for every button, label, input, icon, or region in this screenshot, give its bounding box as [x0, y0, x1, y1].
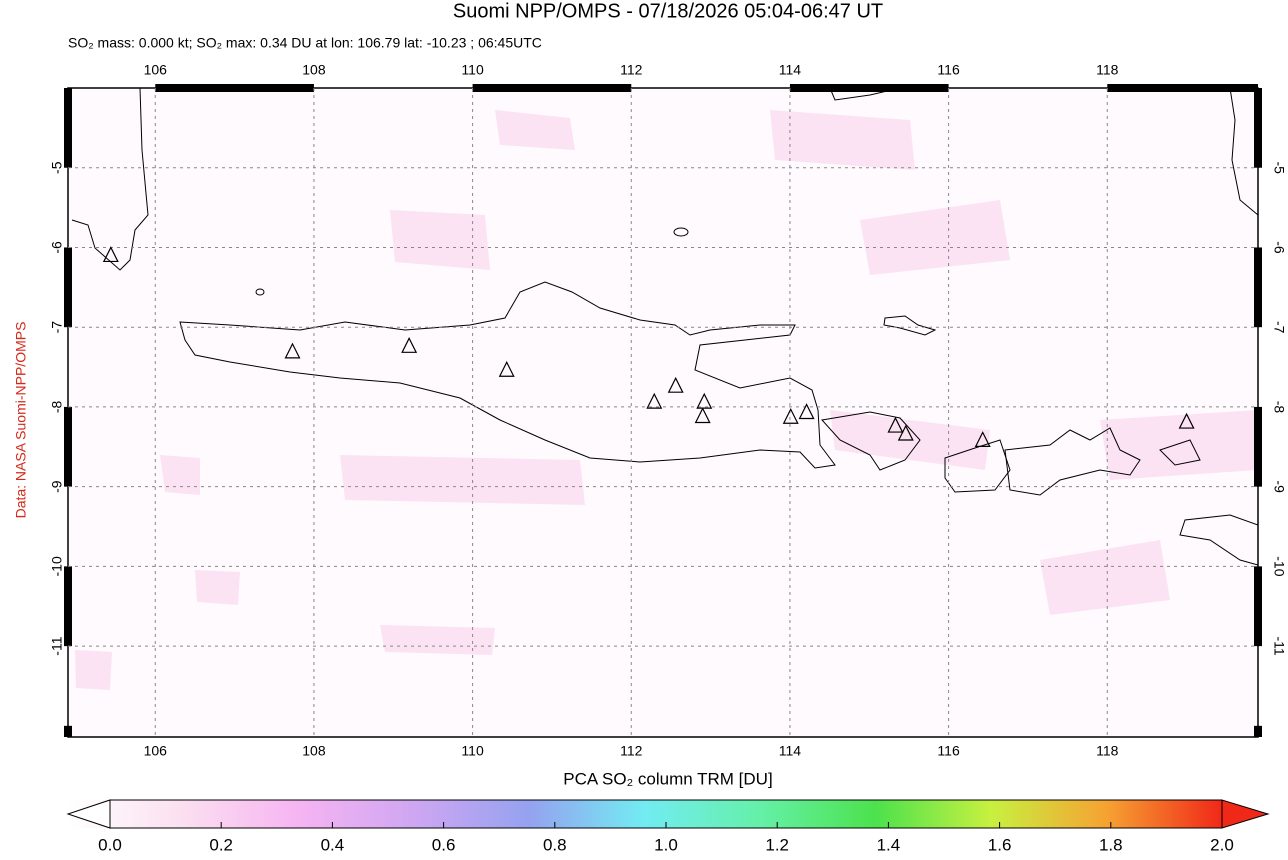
y-tick-label: -6 — [1271, 241, 1287, 254]
x-tick-label: 114 — [779, 743, 802, 759]
x-tick-label: 108 — [302, 743, 326, 759]
y-tick-label: -11 — [49, 636, 65, 655]
frame-band — [155, 84, 314, 92]
colorbar-tick-label: 1.8 — [1099, 835, 1123, 854]
volcano-marker — [667, 376, 684, 393]
x-tick-label: 112 — [620, 62, 643, 78]
y-tick-label: -11 — [1271, 637, 1287, 656]
frame-band — [472, 84, 632, 92]
frame-band — [1254, 725, 1262, 737]
volcano-marker — [696, 392, 713, 409]
colorbar-tick-label: 1.6 — [988, 835, 1012, 854]
x-tick-label: 106 — [144, 62, 168, 78]
y-tick-label: -5 — [1271, 162, 1287, 175]
x-tick-label: 116 — [937, 62, 960, 78]
x-tick-label: 110 — [461, 62, 484, 78]
y-tick-label: -5 — [49, 161, 65, 174]
frame-band — [64, 247, 72, 328]
volcano-marker — [284, 342, 301, 359]
x-tick-label: 106 — [144, 743, 168, 759]
frame-band — [789, 84, 949, 92]
volcano-marker — [401, 336, 418, 353]
volcano-marker — [887, 416, 904, 433]
frame-band — [1107, 84, 1258, 92]
colorbar-tick-label: 0.6 — [432, 835, 456, 854]
volcano-marker — [498, 360, 515, 377]
colorbar-tick-label: 1.4 — [877, 835, 901, 854]
volcano-marker — [646, 392, 663, 409]
coastlines — [71, 88, 1258, 566]
y-tick-label: -8 — [1271, 401, 1287, 414]
frame-band — [1254, 88, 1262, 168]
y-tick-label: -9 — [1271, 480, 1287, 493]
y-tick-label: -6 — [49, 241, 65, 254]
y-tick-label: -7 — [49, 321, 65, 334]
colorbar-tick-label: 0.8 — [543, 835, 567, 854]
x-tick-label: 110 — [461, 743, 484, 759]
volcano-marker — [897, 424, 914, 441]
frame-band — [64, 406, 72, 487]
colorbar-tick-label: 2.0 — [1210, 835, 1234, 854]
y-tick-label: -8 — [49, 400, 65, 413]
frame-band — [64, 566, 72, 647]
subtitle: SO₂ mass: 0.000 kt; SO₂ max: 0.34 DU at … — [68, 35, 542, 51]
colorbar-tick-label: 1.0 — [654, 835, 678, 854]
volcano-marker — [102, 246, 119, 263]
volcano-marker — [798, 403, 815, 420]
y-tick-label: -10 — [49, 556, 65, 576]
x-tick-label: 108 — [302, 62, 326, 78]
map-background — [68, 88, 1258, 737]
x-tick-label: 112 — [620, 743, 643, 759]
y-tick-label: -10 — [1271, 556, 1287, 576]
colorbar-tick-label: 0.0 — [98, 835, 122, 854]
x-tick-label: 114 — [779, 62, 802, 78]
colorbar-label: PCA SO₂ column TRM [DU] — [563, 769, 772, 788]
colorbar-tick-label: 0.2 — [209, 835, 233, 854]
volcano-marker — [782, 407, 799, 424]
frame-band — [1254, 566, 1262, 647]
frame-band — [64, 88, 72, 168]
chart-title: Suomi NPP/OMPS - 07/18/2026 05:04-06:47 … — [453, 0, 883, 22]
x-tick-label: 118 — [1096, 743, 1119, 759]
credit: Data: NASA Suomi-NPP/OMPS — [13, 322, 29, 519]
colorbar-tick-label: 0.4 — [321, 835, 345, 854]
colorbar — [68, 800, 1222, 828]
x-tick-label: 118 — [1096, 62, 1119, 78]
volcano-marker — [694, 407, 711, 424]
y-tick-label: -7 — [1271, 321, 1287, 334]
frame-band — [64, 725, 72, 737]
frame-band — [1254, 247, 1262, 328]
colorbar-high-arrow — [1221, 799, 1270, 829]
x-tick-label: 116 — [937, 743, 960, 759]
volcano-marker — [1178, 412, 1195, 429]
y-tick-label: -9 — [49, 480, 65, 493]
volcano-marker — [974, 431, 991, 448]
colorbar-tick-label: 1.2 — [765, 835, 789, 854]
frame-band — [1254, 406, 1262, 487]
